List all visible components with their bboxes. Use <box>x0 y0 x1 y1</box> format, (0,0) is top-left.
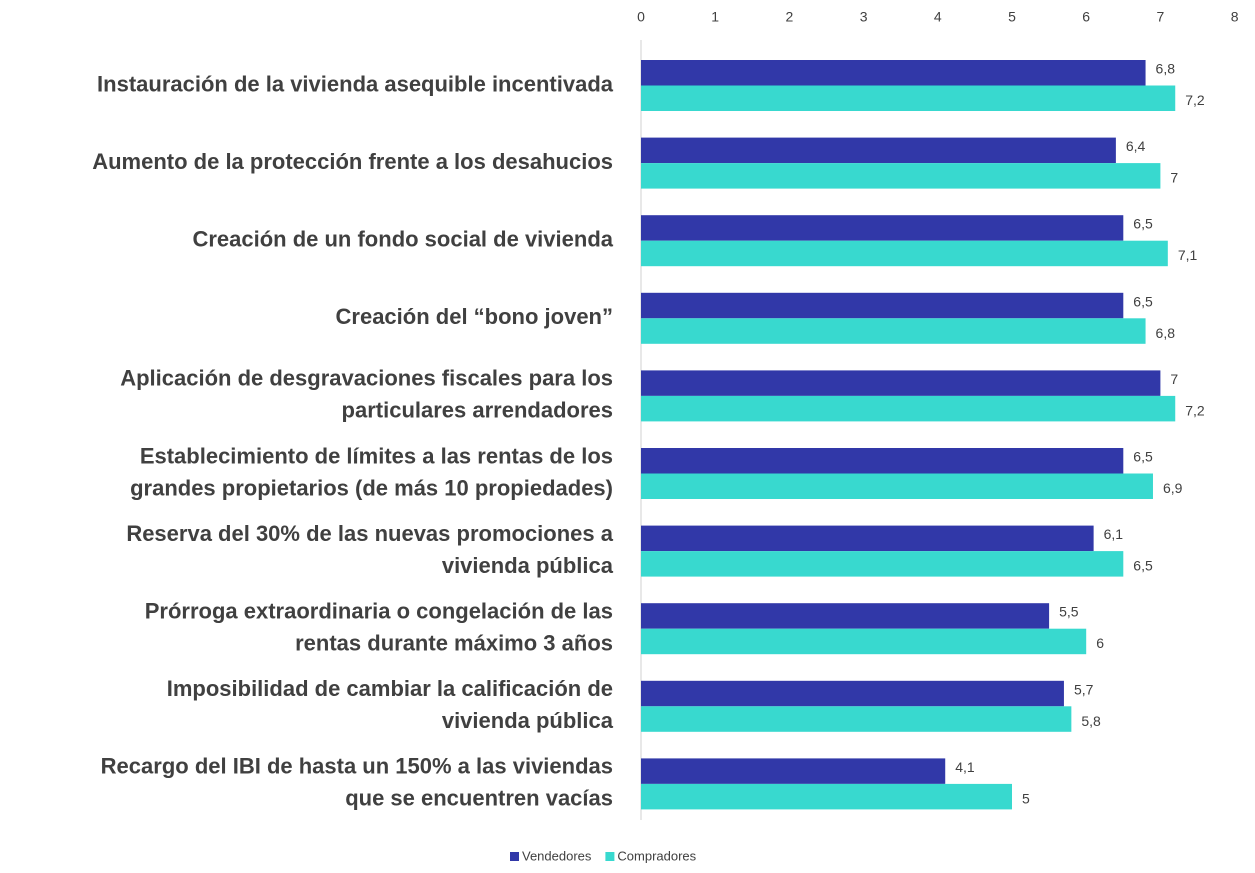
value-label: 6,1 <box>1104 526 1124 542</box>
bar <box>641 603 1050 629</box>
category-label: Recargo del IBI de hasta un 150% a las v… <box>101 754 613 779</box>
value-label: 6,5 <box>1133 448 1153 464</box>
bar <box>641 215 1124 241</box>
bar <box>641 292 1124 319</box>
bar <box>641 628 1087 655</box>
value-label: 7,2 <box>1185 92 1205 108</box>
value-label: 6,8 <box>1156 60 1176 76</box>
value-label: 7,2 <box>1185 402 1205 418</box>
value-label: 7,1 <box>1178 247 1198 263</box>
x-tick-label: 8 <box>1231 9 1239 25</box>
category-label: particulares arrendadores <box>342 398 613 423</box>
x-tick-label: 4 <box>934 9 942 25</box>
x-tick-label: 1 <box>711 9 719 25</box>
legend-swatch <box>510 852 519 861</box>
category-label: que se encuentren vacías <box>345 786 613 811</box>
bar <box>641 551 1124 577</box>
category-label: Reserva del 30% de las nuevas promocione… <box>126 521 613 546</box>
bar <box>641 473 1153 499</box>
value-label: 6 <box>1096 635 1104 651</box>
category-label: Aumento de la protección frente a los de… <box>92 149 613 174</box>
value-label: 6,5 <box>1133 293 1153 309</box>
value-label: 5,8 <box>1081 713 1101 729</box>
value-label: 7 <box>1170 170 1178 186</box>
bar <box>641 706 1072 732</box>
bar <box>641 60 1146 86</box>
x-tick-label: 2 <box>786 9 794 25</box>
bar <box>641 137 1116 164</box>
bar <box>641 758 946 784</box>
value-label: 6,8 <box>1156 325 1176 341</box>
bar <box>641 240 1168 267</box>
bar <box>641 525 1094 552</box>
category-label: vivienda pública <box>442 708 614 733</box>
legend-label: Vendedores <box>522 848 592 863</box>
category-label: Aplicación de desgravaciones fiscales pa… <box>120 366 613 391</box>
x-tick-label: 6 <box>1082 9 1090 25</box>
bar <box>641 783 1012 810</box>
category-label: Imposibilidad de cambiar la calificación… <box>167 676 613 701</box>
value-label: 7 <box>1170 371 1178 387</box>
legend-label: Compradores <box>617 848 696 863</box>
bar <box>641 318 1146 344</box>
value-label: 6,9 <box>1163 480 1183 496</box>
category-label: vivienda pública <box>442 553 614 578</box>
category-label: Creación del “bono joven” <box>336 304 613 329</box>
value-label: 4,1 <box>955 759 975 775</box>
bar <box>641 680 1064 707</box>
x-tick-label: 3 <box>860 9 868 25</box>
value-label: 5,7 <box>1074 681 1094 697</box>
value-label: 5,5 <box>1059 604 1079 620</box>
x-tick-label: 0 <box>637 9 645 25</box>
bar <box>641 163 1161 189</box>
x-tick-label: 5 <box>1008 9 1016 25</box>
x-tick-label: 7 <box>1157 9 1165 25</box>
value-label: 6,5 <box>1133 558 1153 574</box>
bar <box>641 370 1161 396</box>
category-label: Prórroga extraordinaria o congelación de… <box>145 599 613 624</box>
legend-swatch <box>605 852 615 861</box>
value-label: 6,5 <box>1133 216 1153 232</box>
category-label: Instauración de la vivienda asequible in… <box>97 71 614 96</box>
bar <box>641 448 1124 474</box>
category-label: Establecimiento de límites a las rentas … <box>140 443 613 468</box>
bar <box>641 395 1176 422</box>
category-label: Creación de un fondo social de vivienda <box>192 227 613 252</box>
category-label: grandes propietarios (de más 10 propieda… <box>130 475 613 500</box>
value-label: 5 <box>1022 790 1030 806</box>
value-label: 6,4 <box>1126 138 1146 154</box>
category-label: rentas durante máximo 3 años <box>295 631 613 656</box>
bar <box>641 85 1176 111</box>
